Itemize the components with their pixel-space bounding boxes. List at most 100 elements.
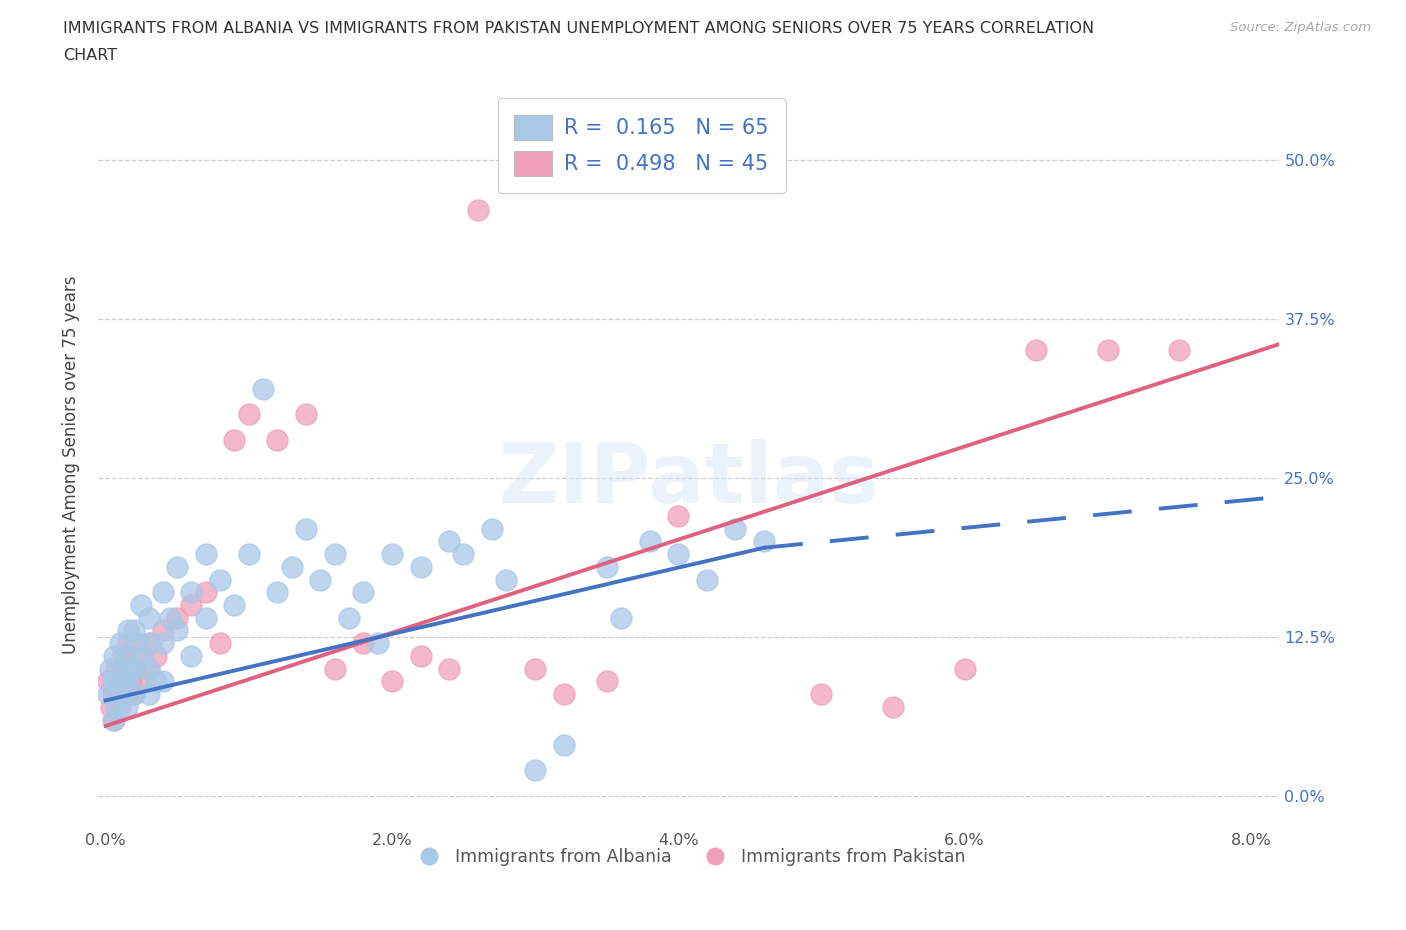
Point [381,674,404,689]
Point [122,661,145,676]
Point [152,636,174,651]
Point [166,559,188,574]
Point [666,509,689,524]
Point [122,686,145,701]
Point [467,203,489,218]
Point [352,636,374,651]
Text: ZIPatlas: ZIPatlas [499,439,879,520]
Point [309,572,332,587]
Point [98,661,121,676]
Point [194,547,217,562]
Point [481,521,503,536]
Point [266,585,288,600]
Point [323,661,346,676]
Point [437,661,460,676]
Point [112,661,135,676]
Point [114,648,136,663]
Point [595,559,617,574]
Point [194,610,217,625]
Point [117,623,139,638]
Point [115,674,138,689]
Point [553,737,575,752]
Point [114,661,136,676]
Point [108,674,131,689]
Point [180,598,202,613]
Point [111,648,134,663]
Point [553,686,575,701]
Point [159,610,181,625]
Point [118,661,141,676]
Point [367,636,389,651]
Point [224,432,246,447]
Point [166,623,188,638]
Point [138,636,160,651]
Text: Source: ZipAtlas.com: Source: ZipAtlas.com [1230,21,1371,34]
Point [122,661,145,676]
Point [1025,343,1047,358]
Point [138,686,160,701]
Point [141,636,163,651]
Point [108,674,131,689]
Y-axis label: Unemployment Among Seniors over 75 years: Unemployment Among Seniors over 75 years [62,276,80,654]
Point [103,648,125,663]
Point [101,686,124,701]
Point [180,585,202,600]
Point [1097,343,1119,358]
Point [724,521,747,536]
Point [111,686,134,701]
Point [610,610,633,625]
Point [132,648,155,663]
Point [252,381,274,396]
Point [409,648,432,663]
Point [125,648,148,663]
Point [953,661,976,676]
Point [166,610,188,625]
Point [437,534,460,549]
Point [224,598,246,613]
Point [101,674,124,689]
Point [152,585,174,600]
Point [125,636,148,651]
Point [97,674,120,689]
Point [152,623,174,638]
Point [105,674,128,689]
Point [97,686,120,701]
Point [238,547,260,562]
Point [194,585,217,600]
Point [238,406,260,421]
Point [105,686,128,701]
Point [495,572,517,587]
Point [122,623,145,638]
Point [266,432,288,447]
Point [180,648,202,663]
Point [115,686,138,701]
Point [295,521,318,536]
Point [381,547,404,562]
Point [117,636,139,651]
Point [696,572,718,587]
Point [595,674,617,689]
Point [145,648,167,663]
Point [138,610,160,625]
Point [103,712,125,727]
Point [1168,343,1191,358]
Point [115,699,138,714]
Point [100,699,122,714]
Point [352,585,374,600]
Point [295,406,318,421]
Point [101,712,124,727]
Point [152,674,174,689]
Point [131,674,153,689]
Legend: Immigrants from Albania, Immigrants from Pakistan: Immigrants from Albania, Immigrants from… [405,842,973,873]
Point [122,686,145,701]
Point [104,699,127,714]
Point [409,559,432,574]
Point [752,534,775,549]
Point [882,699,904,714]
Point [280,559,302,574]
Point [104,661,127,676]
Point [810,686,832,701]
Point [209,572,232,587]
Point [138,661,160,676]
Text: IMMIGRANTS FROM ALBANIA VS IMMIGRANTS FROM PAKISTAN UNEMPLOYMENT AMONG SENIORS O: IMMIGRANTS FROM ALBANIA VS IMMIGRANTS FR… [63,21,1094,36]
